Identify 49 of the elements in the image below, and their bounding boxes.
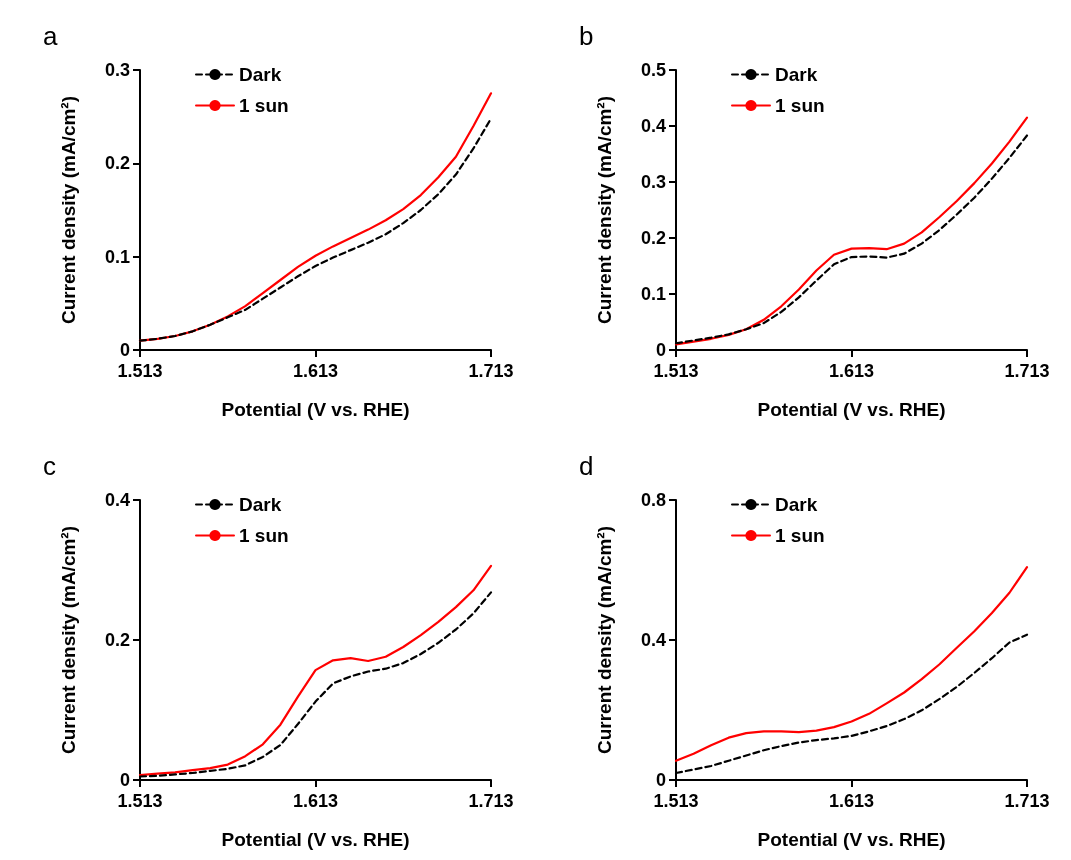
legend-label: Dark: [775, 64, 818, 85]
legend-label: Dark: [239, 64, 282, 85]
line-series: [674, 566, 1029, 762]
y-tick-label: 0.4: [104, 490, 130, 510]
chart-title: a: [43, 21, 58, 51]
x-tick-label: 1.613: [828, 791, 875, 811]
legend-label: 1 sun: [239, 525, 289, 546]
y-axis-title: Current density (mA/cm²): [58, 95, 79, 325]
y-tick-label: 0.1: [640, 284, 666, 304]
legend-label: 1 sun: [239, 95, 289, 116]
x-tick-label: 1.713: [468, 361, 514, 381]
legend-label: Dark: [775, 494, 818, 515]
x-tick-label: 1.613: [292, 361, 339, 381]
y-tick-label: 0.1: [104, 246, 130, 267]
x-tick-label: 1.513: [653, 361, 699, 381]
x-tick-label: 1.613: [292, 791, 339, 811]
y-tick-label: 0: [655, 770, 666, 790]
chart-title: b: [579, 21, 594, 51]
y-tick-label: 0.5: [640, 60, 666, 80]
x-tick-label: 1.613: [828, 361, 875, 381]
legend-label: Dark: [239, 494, 282, 515]
y-tick-label: 0.2: [104, 630, 130, 650]
x-axis-title: Potential (V vs. RHE): [757, 399, 946, 420]
y-tick-label: 0: [119, 770, 130, 790]
x-axis-title: Potential (V vs. RHE): [757, 829, 946, 850]
x-tick-label: 1.713: [468, 791, 514, 811]
y-tick-label: 0: [655, 340, 666, 360]
y-tick-label: 0.4: [640, 630, 666, 650]
y-tick-label: 0.3: [640, 172, 666, 192]
x-tick-label: 1.713: [1004, 361, 1050, 381]
legend-label: 1 sun: [775, 525, 825, 546]
y-axis-title: Current density (mA/cm²): [58, 525, 79, 755]
y-axis-title: Current density (mA/cm²): [594, 525, 615, 755]
y-tick-label: 0.4: [640, 116, 666, 136]
chart-title: d: [579, 451, 594, 481]
y-tick-label: 0.2: [104, 153, 130, 174]
y-axis-title: Current density (mA/cm²): [594, 95, 615, 325]
x-tick-label: 1.713: [1004, 791, 1050, 811]
y-tick-label: 0.3: [104, 60, 130, 80]
x-axis-title: Potential (V vs. RHE): [221, 829, 410, 850]
legend-label: 1 sun: [775, 95, 825, 116]
x-tick-label: 1.513: [117, 361, 163, 381]
y-tick-label: 0.8: [640, 490, 666, 510]
y-tick-label: 0.2: [640, 228, 666, 248]
x-tick-label: 1.513: [117, 791, 163, 811]
y-tick-label: 0: [119, 340, 130, 360]
chart-title: c: [43, 451, 56, 481]
x-axis-title: Potential (V vs. RHE): [221, 399, 410, 420]
x-tick-label: 1.513: [653, 791, 699, 811]
